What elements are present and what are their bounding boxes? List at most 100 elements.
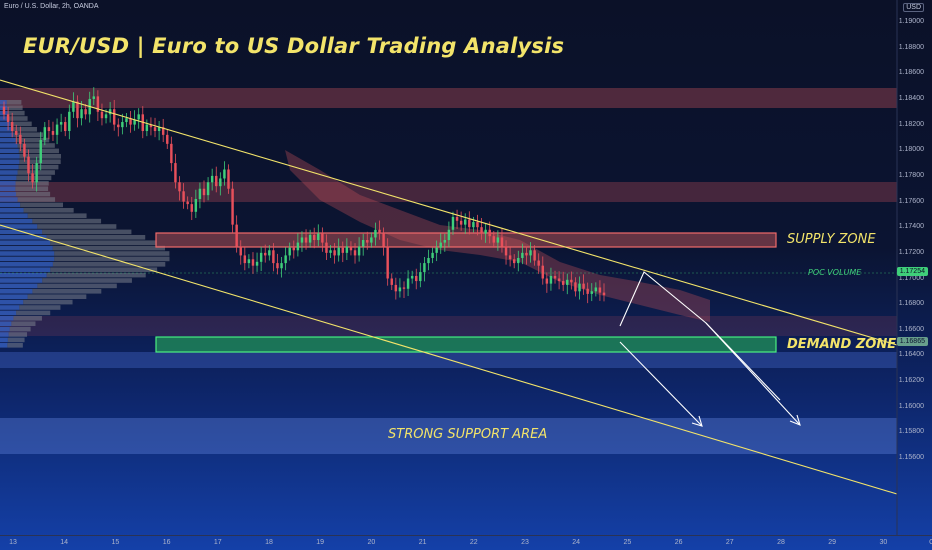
candle-body xyxy=(578,283,581,292)
volume-profile-bar-down xyxy=(15,186,49,191)
candle-body xyxy=(529,250,532,256)
volume-profile-bar-down xyxy=(27,213,87,218)
poc-volume-label: POC VOLUME xyxy=(808,268,862,277)
candle-body xyxy=(304,237,308,243)
time-tick-label: 28 xyxy=(777,539,785,546)
candle-body xyxy=(186,201,189,205)
candle-body xyxy=(447,229,451,241)
volume-profile-bar-down xyxy=(18,164,59,170)
candle-body xyxy=(353,250,357,256)
candle-body xyxy=(492,236,496,243)
candle-body xyxy=(366,240,369,243)
volume-profile-bar-up xyxy=(0,100,7,105)
volume-profile-bar-down xyxy=(19,305,61,310)
mid-resistance-band xyxy=(0,182,897,202)
candle-body xyxy=(6,114,10,123)
volume-profile-bar-up xyxy=(0,127,12,132)
candle-body xyxy=(166,134,169,144)
time-tick-label: 27 xyxy=(725,539,734,546)
volume-profile-bar-up xyxy=(0,321,12,326)
candle-body xyxy=(280,263,283,269)
candle-body xyxy=(455,216,459,221)
volume-profile-bar-down xyxy=(16,310,51,316)
candle-body xyxy=(317,233,320,241)
candle-body xyxy=(390,278,393,285)
candle-body xyxy=(590,291,593,294)
candle-body xyxy=(15,131,18,135)
candle-body xyxy=(284,255,287,264)
candle-body xyxy=(157,127,161,132)
volume-profile-bar-down xyxy=(15,181,49,186)
candle-body xyxy=(104,114,108,119)
volume-profile-bar-down xyxy=(42,229,132,235)
time-tick-label: 14 xyxy=(60,539,69,546)
price-tick-label: 1.18600 xyxy=(898,69,924,77)
candle-body xyxy=(406,278,410,289)
candle-body xyxy=(108,109,112,115)
candle-body xyxy=(574,282,577,292)
candle-body xyxy=(386,246,389,279)
volume-profile-bar-up xyxy=(0,218,33,224)
volume-profile-bar-down xyxy=(50,240,157,245)
volume-profile-bar-up xyxy=(0,305,20,310)
volume-profile-bar-down xyxy=(8,116,28,121)
candle-body xyxy=(80,109,83,119)
symbol-header: Euro / U.S. Dollar, 2h, OANDA xyxy=(4,3,99,10)
volume-profile-bar-up xyxy=(0,197,18,202)
candle-body xyxy=(174,163,177,183)
candle-body xyxy=(321,233,324,243)
candle-body xyxy=(51,131,55,135)
volume-profile-bar-up xyxy=(0,278,43,283)
volume-profile-bar-up xyxy=(0,170,18,175)
volume-profile-bar-up xyxy=(0,294,28,299)
candle-body xyxy=(337,247,340,256)
time-tick-label: 24 xyxy=(572,539,581,546)
volume-profile-bar-down xyxy=(17,197,56,202)
candle-body xyxy=(198,188,202,199)
candle-body xyxy=(27,156,30,174)
volume-profile-bar-down xyxy=(37,283,117,289)
candle-body xyxy=(541,265,544,279)
candle-body xyxy=(512,259,516,264)
price-tick-label: 1.17400 xyxy=(898,223,924,231)
volume-profile-bar-down xyxy=(54,251,170,256)
upper-resistance-band xyxy=(0,88,897,108)
candle-body xyxy=(557,278,561,282)
volume-profile-bar-down xyxy=(27,294,87,299)
lower-trendline[interactable] xyxy=(0,224,898,495)
candle-body xyxy=(215,175,218,187)
upper-trendline[interactable] xyxy=(0,79,898,346)
currency-badge[interactable]: USD xyxy=(903,3,924,12)
candle-body xyxy=(10,122,14,132)
candle-body xyxy=(72,101,75,112)
volume-profile-bar-up xyxy=(0,175,17,181)
price-tick-label: 1.17600 xyxy=(898,197,924,205)
candle-body xyxy=(594,287,598,292)
candle-body xyxy=(325,242,328,253)
volume-profile-bar-down xyxy=(7,105,23,110)
candle-body xyxy=(43,127,47,140)
lower-zone-band xyxy=(0,316,897,336)
volume-profile-bar-up xyxy=(0,256,55,262)
demand-zone-box[interactable] xyxy=(155,336,777,353)
candle-body xyxy=(194,198,198,212)
price-tick-label: 1.15600 xyxy=(898,454,924,462)
supply-zone-box[interactable] xyxy=(155,232,777,248)
candle-body xyxy=(484,229,487,234)
candle-body xyxy=(427,257,430,264)
candle-body xyxy=(100,111,104,119)
price-tick-label: 1.15800 xyxy=(898,428,924,436)
candle-body xyxy=(488,229,491,237)
candle-body xyxy=(264,252,267,256)
candle-body xyxy=(370,237,373,243)
volume-profile-bar-down xyxy=(23,208,74,213)
candlestick-series xyxy=(2,87,606,304)
candle-body xyxy=(378,229,381,234)
candle-body xyxy=(602,292,606,296)
price-tick-label: 1.16200 xyxy=(898,377,924,385)
volume-profile-bar-up xyxy=(0,148,19,154)
volume-profile-bar-down xyxy=(20,202,63,208)
candle-body xyxy=(570,279,573,283)
time-tick-label: 13 xyxy=(9,539,17,546)
